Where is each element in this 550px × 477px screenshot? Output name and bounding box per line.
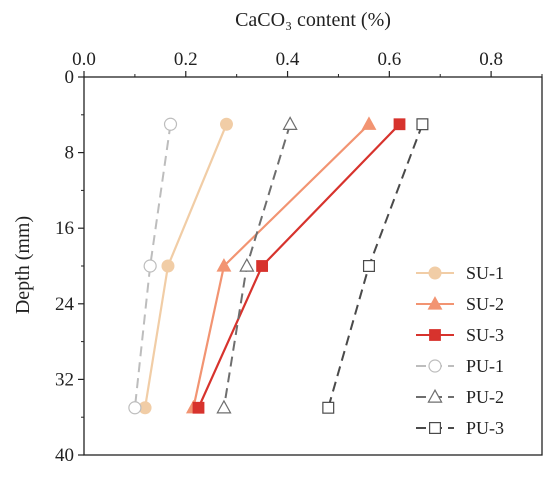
data-point	[361, 116, 377, 130]
legend-item-su-2: SU-2	[416, 294, 504, 314]
series-layer	[128, 116, 429, 415]
legend-marker	[428, 266, 442, 280]
y-tick-label: 0	[65, 67, 75, 88]
data-point	[393, 118, 406, 131]
legend-label: PU-2	[466, 387, 504, 407]
y-tick-label: 8	[65, 143, 75, 164]
data-point	[219, 117, 233, 131]
series-pu-2	[216, 116, 298, 414]
data-point	[192, 401, 205, 414]
legend-label: PU-1	[466, 356, 504, 376]
data-point	[239, 257, 255, 272]
legend-marker	[427, 388, 443, 403]
legend: SU-1 SU-2 SU-3 PU-1 PU-2 PU-3	[416, 263, 504, 438]
legend-label: SU-1	[466, 263, 504, 283]
series-pu-1	[128, 117, 178, 415]
axes: 0.0 0.2 0.4 0.6 0.8 0 8 16 24 32 40	[55, 49, 543, 466]
y-tick-label: 24	[55, 294, 75, 315]
data-point	[128, 401, 142, 415]
x-tick-label: 0.2	[174, 49, 198, 70]
y-axis-title: Depth (mm)	[12, 216, 34, 314]
series-pu-3	[322, 118, 429, 414]
series-line	[143, 123, 228, 408]
x-tick-label: 0.0	[72, 49, 96, 70]
x-tick-label: 0.8	[479, 49, 503, 70]
data-point	[163, 117, 178, 131]
y-tick-label: 40	[55, 445, 74, 466]
legend-item-su-1: SU-1	[416, 263, 504, 283]
legend-label: SU-2	[466, 294, 504, 314]
y-tick-label: 32	[55, 369, 74, 390]
data-point	[282, 116, 298, 130]
data-point	[143, 259, 157, 273]
legend-item-pu-1: PU-1	[416, 356, 504, 376]
data-point	[322, 401, 335, 414]
x-axis-title: CaCO₃ content (%)	[235, 9, 391, 31]
data-point	[362, 260, 375, 273]
legend-marker	[429, 329, 441, 341]
legend-marker	[428, 359, 442, 373]
data-point	[161, 259, 175, 273]
legend-item-pu-3: PU-3	[416, 418, 504, 438]
y-tick-label: 16	[55, 218, 74, 239]
legend-label: SU-3	[466, 325, 504, 345]
data-point	[216, 258, 232, 272]
x-tick-label: 0.4	[276, 49, 300, 70]
legend-marker	[427, 296, 443, 310]
data-point	[416, 118, 429, 131]
legend-item-pu-2: PU-2	[416, 387, 504, 407]
series-su-3	[192, 118, 406, 414]
legend-marker	[429, 422, 442, 435]
legend-item-su-3: SU-3	[416, 325, 504, 345]
data-point	[256, 260, 269, 272]
x-tick-label: 0.6	[377, 49, 401, 70]
data-point	[216, 399, 232, 414]
legend-label: PU-3	[466, 418, 504, 438]
series-line	[327, 123, 424, 409]
